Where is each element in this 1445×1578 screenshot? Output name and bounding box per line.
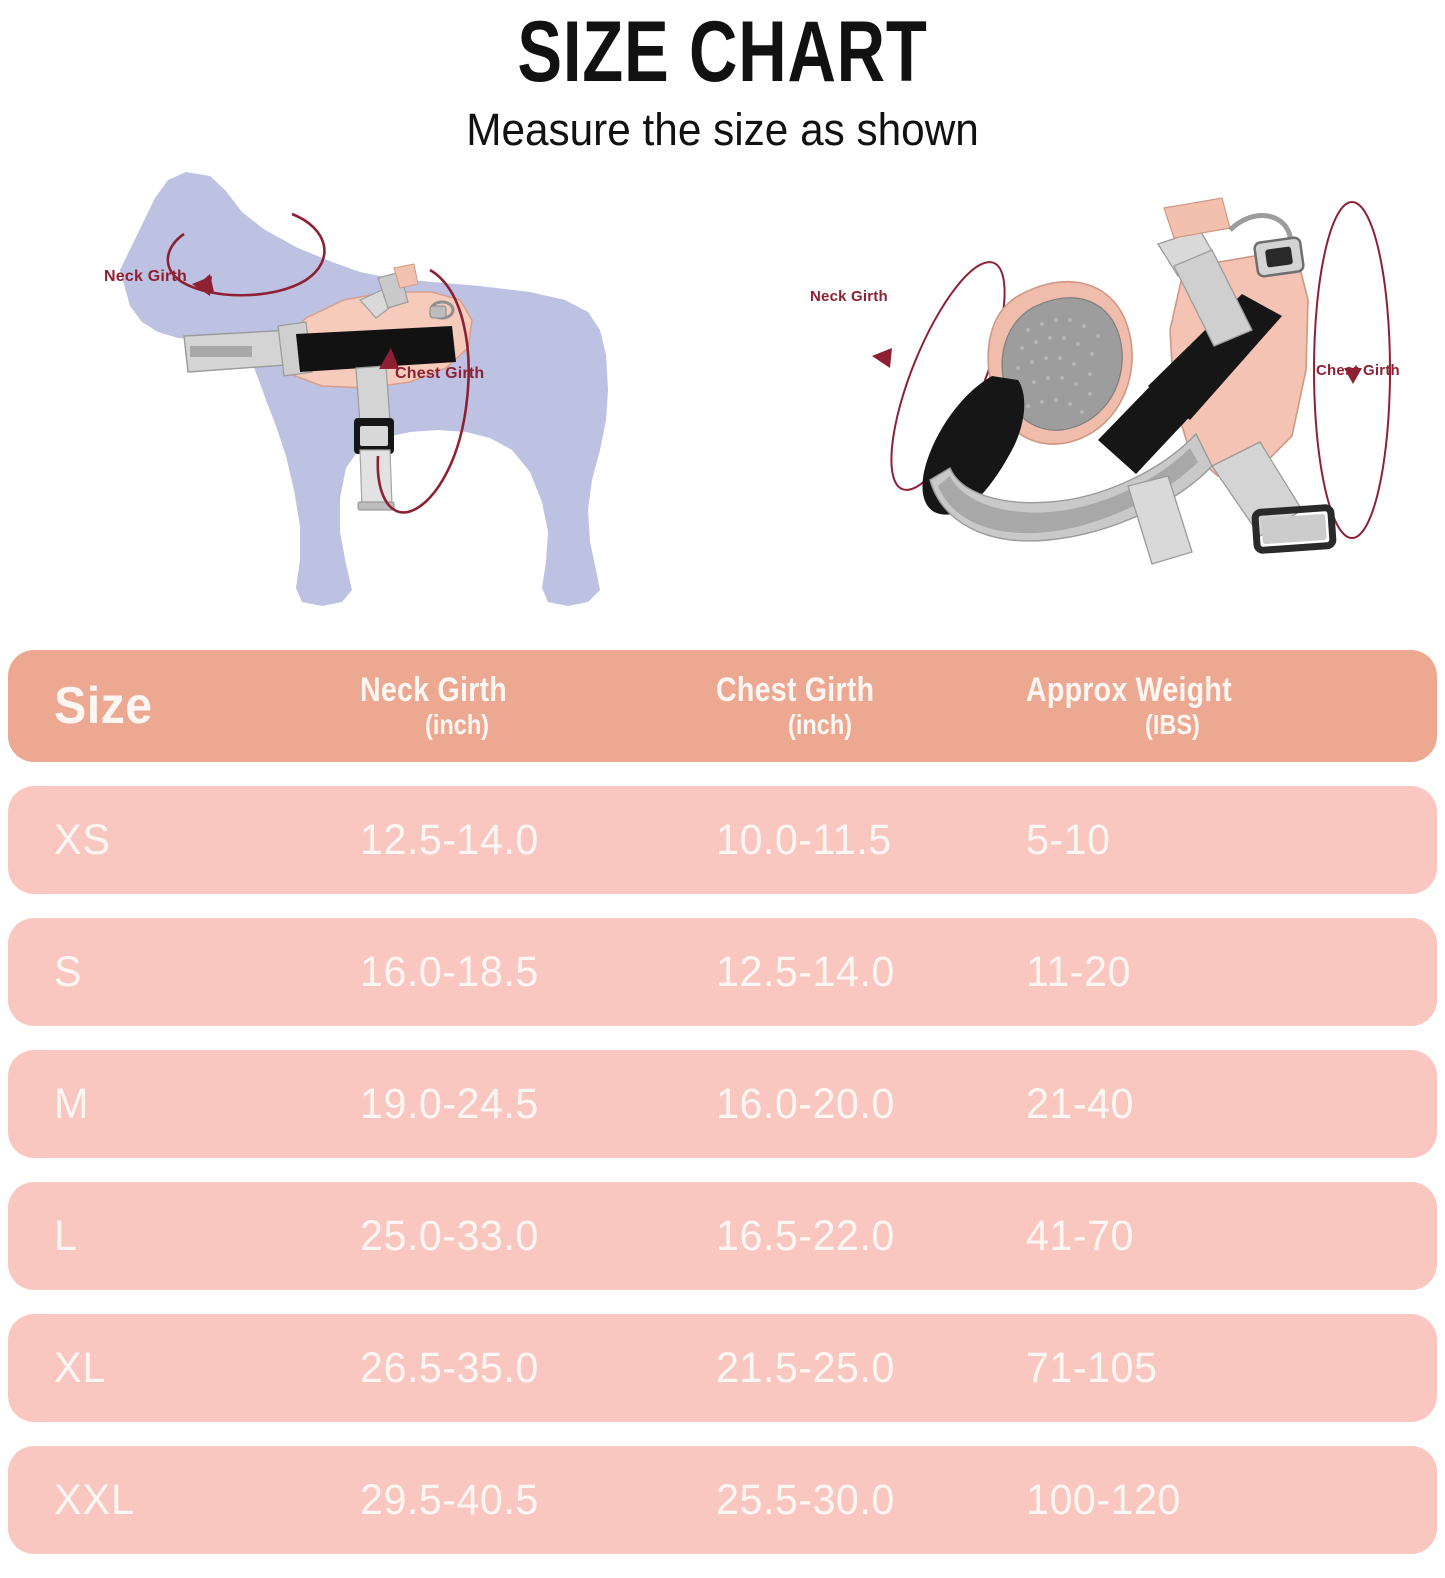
d-ring-icon: [1228, 213, 1305, 278]
dog-harness-diagram: Neck Girth Chest Girth: [60, 150, 700, 640]
harness-illustration: [922, 197, 1337, 565]
cell-neck: 26.5-35.0: [360, 1343, 539, 1392]
cell-weight: 71-105: [1026, 1343, 1158, 1392]
cell-size: M: [54, 1079, 90, 1128]
table-row: S 16.0-18.5 12.5-14.0 11-20: [8, 918, 1437, 1026]
table-row: XXL 29.5-40.5 25.5-30.0 100-120: [8, 1446, 1437, 1554]
cell-neck: 19.0-24.5: [360, 1079, 539, 1128]
title-block: SIZE CHART Measure the size as shown: [0, 0, 1445, 156]
top-handle: [1157, 197, 1253, 347]
column-header-chest-unit: (inch): [788, 709, 853, 740]
d-ring-icon: [429, 300, 455, 320]
chest-girth-arrowhead: [1344, 368, 1362, 384]
cell-weight: 41-70: [1026, 1211, 1134, 1260]
chest-girth-label-right: Chest Girth: [1316, 362, 1400, 379]
cell-chest: 25.5-30.0: [716, 1475, 895, 1524]
column-header-chest-girth: Chest Girth (inch): [716, 650, 904, 762]
harness-on-dog-illustration: [183, 263, 473, 511]
cell-neck: 16.0-18.5: [360, 947, 539, 996]
cell-neck: 25.0-33.0: [360, 1211, 539, 1260]
column-header-size: Size: [54, 677, 153, 735]
column-header-chest-label: Chest Girth: [716, 671, 875, 709]
column-header-weight-label: Approx Weight: [1026, 671, 1232, 709]
cell-size: XS: [54, 815, 111, 864]
cell-chest: 12.5-14.0: [716, 947, 895, 996]
velcro-band: [296, 326, 456, 372]
cell-chest: 16.0-20.0: [716, 1079, 895, 1128]
cell-size: XXL: [54, 1475, 135, 1524]
cell-chest: 10.0-11.5: [716, 815, 892, 864]
dog-silhouette-icon: [120, 172, 608, 606]
mesh-panel: [1001, 297, 1123, 431]
belly-strap: [1211, 441, 1337, 554]
page-subtitle: Measure the size as shown: [466, 104, 979, 155]
column-header-neck-girth: Neck Girth (inch): [360, 650, 535, 762]
page-title: SIZE CHART: [517, 4, 928, 100]
cell-size: XL: [54, 1343, 107, 1392]
chest-girth-arrow: [376, 268, 470, 514]
cell-neck: 29.5-40.5: [360, 1475, 539, 1524]
cell-chest: 21.5-25.0: [716, 1343, 895, 1392]
cell-weight: 11-20: [1026, 947, 1131, 996]
neck-girth-arrowhead: [872, 348, 892, 368]
cell-weight: 5-10: [1026, 815, 1111, 864]
chest-girth-ellipse: [1313, 201, 1391, 539]
column-header-neck-unit: (inch): [425, 709, 490, 740]
column-header-weight-unit: (IBS): [1144, 709, 1200, 740]
neck-girth-label-right: Neck Girth: [810, 288, 888, 305]
cell-size: S: [54, 947, 83, 996]
cell-neck: 12.5-14.0: [360, 815, 539, 864]
top-handle: [359, 263, 419, 319]
cell-weight: 100-120: [1026, 1475, 1181, 1524]
column-header-neck-label: Neck Girth: [360, 671, 507, 709]
neck-girth-label-left: Neck Girth: [104, 268, 187, 285]
cell-chest: 16.5-22.0: [716, 1211, 895, 1260]
belly-strap: [354, 365, 395, 511]
size-chart-table: Size Neck Girth (inch) Chest Girth (inch…: [8, 650, 1437, 1578]
chest-girth-label-left: Chest Girth: [395, 365, 485, 382]
table-row: XL 26.5-35.0 21.5-25.0 71-105: [8, 1314, 1437, 1422]
cell-weight: 21-40: [1026, 1079, 1134, 1128]
harness-product-diagram: Neck Girth Chest Girth: [760, 180, 1440, 600]
buckle-icon: [1251, 504, 1337, 554]
table-row: XS 12.5-14.0 10.0-11.5 5-10: [8, 786, 1437, 894]
illustration-area: Neck Girth Chest Girth: [0, 150, 1445, 650]
column-header-approx-weight: Approx Weight (IBS): [1026, 650, 1271, 762]
table-header-row: Size Neck Girth (inch) Chest Girth (inch…: [8, 650, 1437, 762]
table-row: M 19.0-24.5 16.0-20.0 21-40: [8, 1050, 1437, 1158]
cell-size: L: [54, 1211, 78, 1260]
table-row: L 25.0-33.0 16.5-22.0 41-70: [8, 1182, 1437, 1290]
